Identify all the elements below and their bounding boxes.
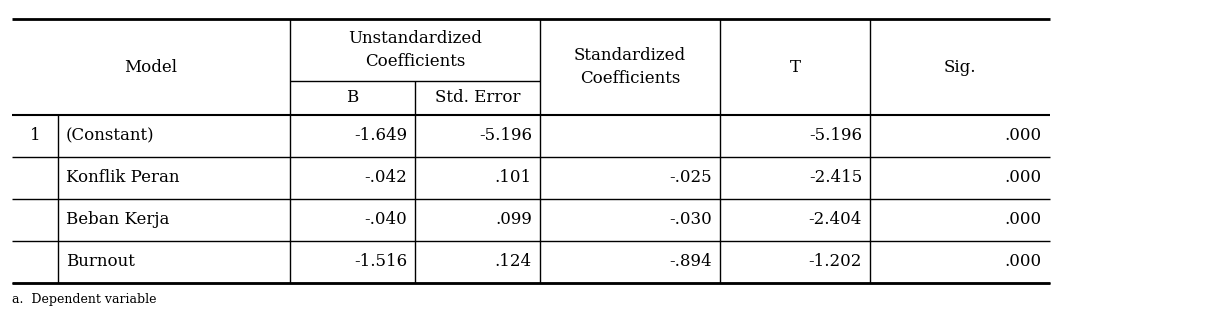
Text: .101: .101: [495, 169, 532, 187]
Text: Unstandardized
Coefficients: Unstandardized Coefficients: [349, 30, 482, 70]
Text: a.  Dependent variable: a. Dependent variable: [12, 293, 157, 305]
Text: Beban Kerja: Beban Kerja: [66, 211, 169, 229]
Text: .099: .099: [495, 211, 532, 229]
Text: -5.196: -5.196: [479, 128, 532, 145]
Text: -1.516: -1.516: [353, 253, 407, 271]
Text: -.025: -.025: [669, 169, 712, 187]
Text: -2.415: -2.415: [808, 169, 862, 187]
Text: Model: Model: [125, 58, 177, 76]
Text: -.040: -.040: [364, 211, 407, 229]
Text: Burnout: Burnout: [66, 253, 135, 271]
Text: (Constant): (Constant): [66, 128, 154, 145]
Text: Sig.: Sig.: [944, 58, 976, 76]
Text: -1.202: -1.202: [808, 253, 862, 271]
Text: -5.196: -5.196: [808, 128, 862, 145]
Text: -.894: -.894: [669, 253, 712, 271]
Text: -.030: -.030: [669, 211, 712, 229]
Text: -.042: -.042: [364, 169, 407, 187]
Text: .124: .124: [495, 253, 532, 271]
Text: T: T: [790, 58, 801, 76]
Text: .000: .000: [1005, 211, 1042, 229]
Text: .000: .000: [1005, 169, 1042, 187]
Text: Konflik Peran: Konflik Peran: [66, 169, 180, 187]
Text: Std. Error: Std. Error: [434, 90, 520, 106]
Text: B: B: [346, 90, 358, 106]
Text: -1.649: -1.649: [353, 128, 407, 145]
Text: -2.404: -2.404: [808, 211, 862, 229]
Text: .000: .000: [1005, 128, 1042, 145]
Text: .000: .000: [1005, 253, 1042, 271]
Text: Standardized
Coefficients: Standardized Coefficients: [574, 47, 686, 86]
Text: 1: 1: [29, 128, 40, 145]
